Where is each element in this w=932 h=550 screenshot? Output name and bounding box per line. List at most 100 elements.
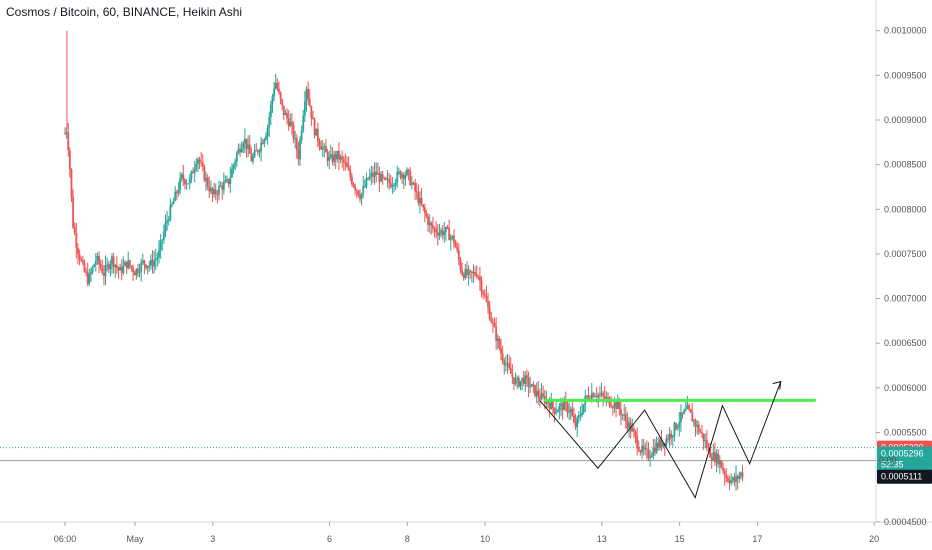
candle-body	[675, 423, 677, 429]
candle-body	[179, 178, 181, 191]
candle-body	[684, 409, 687, 411]
candle-body	[582, 404, 585, 413]
candle-body	[175, 191, 178, 194]
candle-body	[602, 393, 605, 396]
candle-body	[244, 138, 246, 144]
candle-body	[363, 186, 366, 188]
candle-body	[354, 186, 357, 190]
candle-body	[654, 448, 656, 453]
candle-body	[506, 363, 509, 365]
candle-body	[258, 151, 261, 153]
candle-body	[124, 261, 126, 266]
candle-body	[495, 326, 498, 341]
candle-body	[161, 239, 164, 241]
candle-body	[590, 393, 593, 400]
candle-body	[733, 477, 736, 482]
candle-body	[485, 295, 488, 302]
candle-body	[316, 128, 319, 141]
candle-body	[571, 408, 574, 416]
y-tick-label: 0.0009000	[884, 115, 927, 125]
candle-body	[320, 145, 322, 150]
candle-body	[639, 450, 642, 453]
candle-body	[579, 414, 582, 416]
candle-body	[723, 471, 726, 476]
candle-body	[407, 169, 410, 172]
candle-body	[539, 396, 541, 400]
candle-body	[143, 260, 146, 265]
candle-body	[508, 363, 511, 368]
candle-body	[158, 249, 160, 258]
candle-body	[389, 182, 392, 187]
candle-body	[193, 168, 196, 174]
candle-body	[466, 268, 468, 276]
candle-body	[234, 161, 237, 166]
candle-body	[273, 88, 275, 97]
candle-body	[177, 190, 180, 194]
candle-body	[715, 453, 718, 463]
candle-body	[359, 195, 361, 200]
candle-body	[731, 477, 734, 480]
candle-body	[132, 267, 134, 273]
candle-body	[350, 176, 353, 185]
candle-body	[349, 169, 352, 177]
candle-body	[464, 268, 467, 278]
candle-body	[94, 260, 97, 265]
candle-body	[103, 273, 105, 277]
candle-body	[409, 171, 412, 185]
candle-body	[573, 415, 575, 423]
candle-body	[268, 117, 271, 128]
candle-body	[169, 205, 172, 221]
candle-body	[365, 178, 368, 187]
candle-body	[500, 348, 502, 354]
candle-body	[555, 412, 558, 414]
candle-body	[610, 405, 613, 407]
candle-body	[239, 148, 241, 153]
candle-body	[265, 136, 267, 140]
candle-body	[401, 174, 404, 178]
candle-body	[185, 183, 188, 185]
candle-body	[328, 156, 331, 161]
candle-body	[299, 139, 301, 160]
candle-body	[68, 150, 71, 170]
candle-body	[338, 150, 340, 160]
candle-body	[90, 272, 92, 274]
candle-body	[611, 406, 614, 408]
candle-body	[205, 177, 207, 181]
candle-body	[300, 130, 303, 140]
candle-body	[504, 364, 507, 366]
candle-body	[372, 173, 374, 177]
candle-body	[498, 338, 501, 349]
candle-body	[592, 393, 595, 397]
candle-body	[394, 182, 397, 186]
candle-body	[598, 394, 601, 396]
y-tick-label: 0.0005500	[884, 427, 927, 437]
candle-body	[156, 257, 159, 260]
candle-body	[321, 147, 324, 150]
candle-body	[287, 118, 290, 127]
candle-body	[566, 403, 569, 413]
candle-body	[151, 259, 154, 267]
candle-body	[457, 250, 460, 260]
candle-body	[488, 307, 491, 320]
candle-body	[310, 105, 313, 118]
x-tick-label: 15	[675, 534, 685, 544]
candle-body	[85, 271, 87, 273]
candle-body	[680, 412, 682, 423]
candle-body	[419, 197, 421, 204]
candle-body	[490, 319, 493, 323]
candle-body	[130, 265, 133, 268]
candle-body	[282, 105, 285, 116]
pattern-line	[539, 381, 782, 499]
candle-body	[162, 231, 165, 240]
candle-body	[472, 272, 475, 274]
partial-price-label: 0.00	[879, 455, 897, 465]
candle-body	[671, 435, 674, 438]
candle-body	[696, 424, 699, 427]
candle-body	[346, 162, 348, 168]
candle-body	[278, 88, 280, 93]
candle-body	[111, 256, 113, 264]
candle-body	[386, 178, 389, 180]
candle-body	[334, 154, 337, 160]
